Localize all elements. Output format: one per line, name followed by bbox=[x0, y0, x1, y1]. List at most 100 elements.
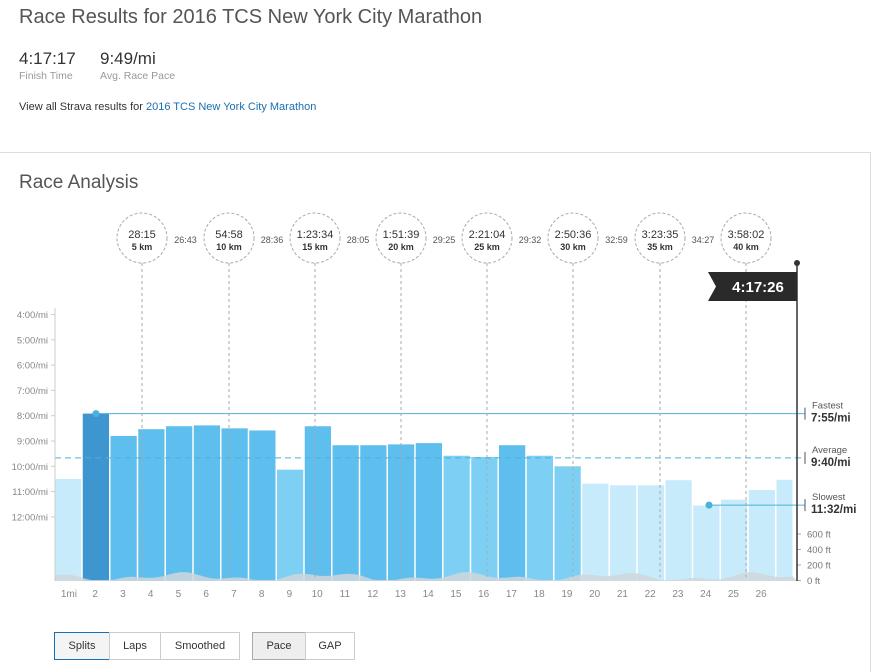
pace-bar bbox=[443, 455, 470, 581]
checkpoint-time: 1:51:39 bbox=[383, 229, 420, 241]
view-all-prefix: View all Strava results for bbox=[19, 101, 146, 113]
checkpoint-time: 2:50:36 bbox=[555, 229, 592, 241]
checkpoint-circle bbox=[461, 212, 513, 264]
gap-button[interactable]: GAP bbox=[305, 632, 355, 660]
slowest-dot bbox=[705, 501, 713, 509]
pace-tick-label: 5:00/mi bbox=[17, 335, 48, 346]
checkpoint-distance: 15 km bbox=[302, 242, 328, 252]
pace-bar bbox=[55, 478, 82, 581]
pace-bar bbox=[721, 499, 748, 581]
segment-split: 32:59 bbox=[605, 235, 628, 245]
checkpoint-time: 2:21:04 bbox=[469, 229, 506, 241]
mile-tick-label: 5 bbox=[176, 589, 182, 600]
laps-button[interactable]: Laps bbox=[109, 632, 161, 660]
mile-tick-label: 2 bbox=[92, 589, 98, 600]
checkpoint-distance: 40 km bbox=[733, 242, 759, 252]
checkpoint-time: 3:58:02 bbox=[728, 229, 765, 241]
avg-pace-label: Avg. Race Pace bbox=[100, 70, 176, 82]
mile-tick-label: 15 bbox=[450, 589, 462, 600]
mile-tick-label: 24 bbox=[700, 589, 712, 600]
marker-title: Average bbox=[812, 445, 847, 456]
pace-bar bbox=[304, 426, 331, 581]
pace-tick-label: 7:00/mi bbox=[17, 386, 48, 397]
race-analysis-panel bbox=[0, 152, 871, 672]
pace-bar bbox=[748, 489, 775, 581]
pace-bar bbox=[526, 455, 553, 581]
view-all-results: View all Strava results for 2016 TCS New… bbox=[19, 101, 316, 113]
splits-button[interactable]: Splits bbox=[54, 632, 110, 660]
marker-value: 11:32/mi bbox=[811, 504, 856, 516]
page-title: Race Results for 2016 TCS New York City … bbox=[19, 6, 483, 28]
checkpoint-circle bbox=[375, 212, 427, 264]
avg-pace-stat: 9:49/mi Avg. Race Pace bbox=[100, 49, 175, 83]
mile-tick-label: 9 bbox=[287, 589, 293, 600]
mile-tick-label: 10 bbox=[312, 589, 324, 600]
elevation-tick-label: 600 ft bbox=[807, 530, 831, 541]
checkpoint-circle bbox=[720, 212, 772, 264]
pace-tick-label: 12:00/mi bbox=[12, 512, 48, 523]
mile-tick-label: 25 bbox=[728, 589, 740, 600]
pace-tick-label: 4:00/mi bbox=[17, 310, 48, 321]
pace-bar bbox=[332, 445, 359, 581]
elevation-profile bbox=[55, 572, 797, 581]
pace-bar bbox=[554, 466, 581, 581]
pace-bar bbox=[138, 429, 165, 581]
pace-tick-label: 11:00/mi bbox=[12, 487, 48, 498]
mile-tick-label: 21 bbox=[617, 589, 629, 600]
checkpoint-distance: 30 km bbox=[560, 242, 586, 252]
pace-bar bbox=[166, 426, 193, 581]
pace-bar bbox=[665, 480, 692, 581]
metric-toggle: Pace GAP bbox=[252, 632, 355, 660]
pace-bar bbox=[415, 443, 442, 581]
mile-tick-label: 13 bbox=[395, 589, 407, 600]
checkpoint-distance: 10 km bbox=[216, 242, 242, 252]
pace-bar bbox=[471, 457, 498, 581]
segment-split: 26:43 bbox=[174, 235, 197, 245]
segment-split: 29:25 bbox=[433, 235, 456, 245]
mile-tick-label: 20 bbox=[589, 589, 601, 600]
pace-bar bbox=[582, 483, 609, 581]
segment-split: 28:05 bbox=[347, 235, 370, 245]
mile-tick-label: 12 bbox=[367, 589, 379, 600]
avg-pace-value: 9:49/mi bbox=[100, 49, 156, 68]
race-results-link[interactable]: 2016 TCS New York City Marathon bbox=[145, 101, 317, 113]
pace-bar bbox=[776, 479, 793, 581]
pace-bar bbox=[193, 425, 220, 581]
mile-tick-label: 17 bbox=[506, 589, 518, 600]
pace-bar bbox=[693, 505, 720, 581]
mile-tick-label: 23 bbox=[672, 589, 684, 600]
marker-value: 9:40/mi bbox=[811, 457, 851, 469]
pace-button[interactable]: Pace bbox=[252, 632, 306, 660]
pace-bar bbox=[610, 485, 637, 581]
smoothed-button[interactable]: Smoothed bbox=[160, 632, 240, 660]
checkpoint-time: 3:23:35 bbox=[642, 229, 679, 241]
checkpoint-time: 54:58 bbox=[215, 229, 243, 241]
finish-time-label: Finish Time bbox=[19, 70, 73, 82]
race-analysis-title: Race Analysis bbox=[19, 172, 139, 193]
checkpoint-distance: 25 km bbox=[474, 242, 500, 252]
marker-value: 7:55/mi bbox=[811, 413, 851, 425]
segment-split: 28:36 bbox=[261, 235, 284, 245]
mile-tick-label: 11 bbox=[340, 589, 351, 600]
mile-tick-label: 16 bbox=[478, 589, 490, 600]
elevation-tick-label: 0 ft bbox=[807, 576, 821, 587]
mile-tick-label: 6 bbox=[203, 589, 209, 600]
marker-title: Fastest bbox=[812, 401, 844, 412]
pace-bar bbox=[221, 428, 248, 581]
checkpoint-circle bbox=[203, 212, 255, 264]
split-mode-toggle: Splits Laps Smoothed bbox=[54, 632, 240, 660]
checkpoint-circle bbox=[634, 212, 686, 264]
mile-tick-label: 1mi bbox=[61, 589, 77, 600]
checkpoint-time: 1:23:34 bbox=[297, 229, 334, 241]
finish-time-value: 4:17:17 bbox=[19, 49, 76, 68]
elevation-tick-label: 400 ft bbox=[807, 545, 831, 556]
checkpoint-circle bbox=[116, 212, 168, 264]
mile-tick-label: 19 bbox=[561, 589, 573, 600]
mile-tick-label: 4 bbox=[148, 589, 154, 600]
mile-tick-label: 18 bbox=[534, 589, 546, 600]
checkpoint-circle bbox=[289, 212, 341, 264]
checkpoint-distance: 35 km bbox=[647, 242, 673, 252]
segment-split: 29:32 bbox=[519, 235, 542, 245]
checkpoint-time: 28:15 bbox=[128, 229, 156, 241]
